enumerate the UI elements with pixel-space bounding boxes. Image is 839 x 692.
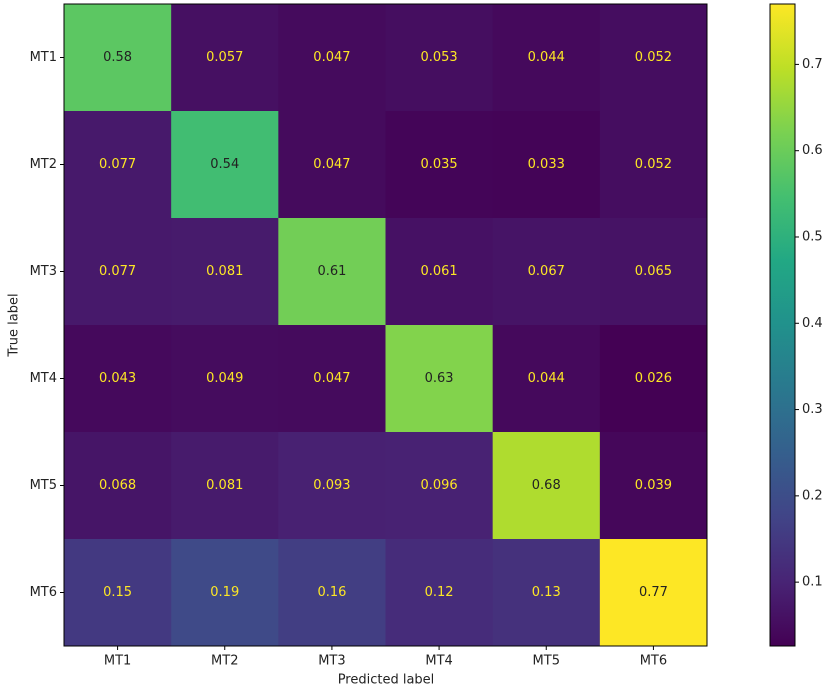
heatmap-cell	[278, 218, 386, 326]
heatmap-cell	[171, 539, 279, 647]
y-tick-label: MT1	[30, 50, 57, 65]
cell-label: 0.58	[103, 50, 132, 65]
cell-label: 0.068	[99, 478, 136, 493]
heatmap-cell	[599, 218, 708, 326]
cell-label: 0.15	[103, 585, 132, 600]
heatmap-cell	[278, 432, 386, 540]
x-axis-label: Predicted label	[338, 673, 435, 688]
y-tick-label: MT4	[30, 371, 57, 386]
x-tick-label: MT1	[104, 654, 131, 669]
cell-label: 0.043	[99, 371, 136, 386]
heatmap-cell	[64, 218, 172, 326]
y-tick-label: MT3	[30, 264, 57, 279]
cell-label: 0.049	[206, 371, 243, 386]
heatmap-cell	[599, 111, 708, 219]
colorbar-tick-label: 0.5	[802, 229, 823, 244]
y-axis-label: True label	[7, 293, 22, 357]
cell-label: 0.044	[528, 371, 565, 386]
heatmap-cell	[278, 4, 386, 112]
colorbar-tick-label: 0.6	[802, 143, 823, 158]
cell-label: 0.081	[206, 264, 243, 279]
heatmap-cell	[492, 111, 601, 219]
cell-label: 0.047	[313, 157, 350, 172]
cell-label: 0.061	[420, 264, 457, 279]
cell-label: 0.13	[532, 585, 561, 600]
x-tick-label: MT6	[640, 654, 667, 669]
cell-label: 0.053	[420, 50, 457, 65]
cell-label: 0.096	[420, 478, 457, 493]
heatmap-cell	[171, 432, 279, 540]
heatmap-cell	[64, 539, 172, 647]
heatmap-cell	[599, 539, 708, 647]
heatmap-cell	[171, 4, 279, 112]
x-tick-label: MT2	[211, 654, 238, 669]
heatmap-cell	[171, 111, 279, 219]
heatmap-cell	[492, 539, 601, 647]
x-tick-label: MT4	[425, 654, 452, 669]
cell-label: 0.026	[635, 371, 672, 386]
cell-label: 0.033	[528, 157, 565, 172]
heatmap-cell	[385, 432, 494, 540]
y-tick-label: MT2	[30, 157, 57, 172]
heatmap-cell	[64, 325, 172, 433]
cell-label: 0.093	[313, 478, 350, 493]
cell-label: 0.047	[313, 50, 350, 65]
heatmap-cell	[385, 539, 494, 647]
x-tick-label: MT5	[533, 654, 560, 669]
cell-label: 0.077	[99, 264, 136, 279]
cell-label: 0.067	[528, 264, 565, 279]
heatmap-cell	[492, 432, 601, 540]
cell-label: 0.12	[425, 585, 454, 600]
x-tick-label: MT3	[318, 654, 345, 669]
cell-label: 0.057	[206, 50, 243, 65]
colorbar-tick-label: 0.4	[802, 316, 823, 331]
heatmap-cell	[171, 218, 279, 326]
colorbar-tick-label: 0.3	[802, 402, 823, 417]
heatmap-cell	[599, 432, 708, 540]
cell-label: 0.081	[206, 478, 243, 493]
cell-label: 0.16	[317, 585, 346, 600]
cell-label: 0.77	[639, 585, 668, 600]
y-tick-label: MT6	[30, 585, 57, 600]
cell-label: 0.047	[313, 371, 350, 386]
cell-label: 0.052	[635, 157, 672, 172]
heatmap-cell	[385, 218, 494, 326]
cell-label: 0.039	[635, 478, 672, 493]
colorbar-tick-label: 0.2	[802, 488, 823, 503]
cell-label: 0.052	[635, 50, 672, 65]
colorbar-tick-label: 0.1	[802, 575, 823, 590]
heatmap-cell	[278, 111, 386, 219]
heatmap-cell	[64, 432, 172, 540]
plot-frame	[63, 3, 708, 647]
cell-label: 0.63	[425, 371, 454, 386]
cell-label: 0.044	[528, 50, 565, 65]
colorbar-tick-label: 0.7	[802, 57, 823, 72]
heatmap-cell	[599, 325, 708, 433]
heatmap-cell	[64, 111, 172, 219]
heatmap-cell	[492, 218, 601, 326]
colorbar	[769, 3, 796, 647]
heatmap-cell	[492, 4, 601, 112]
cell-label: 0.035	[420, 157, 457, 172]
heatmap-cell	[385, 4, 494, 112]
y-tick-label: MT5	[30, 478, 57, 493]
heatmap-cell	[492, 325, 601, 433]
heatmap-cell	[64, 4, 172, 112]
cell-label: 0.077	[99, 157, 136, 172]
cell-label: 0.065	[635, 264, 672, 279]
cell-label: 0.61	[317, 264, 346, 279]
heatmap-cell	[599, 4, 708, 112]
cell-label: 0.68	[532, 478, 561, 493]
heatmap-cell	[171, 325, 279, 433]
heatmap-cell	[278, 325, 386, 433]
cell-label: 0.19	[210, 585, 239, 600]
heatmap-cell	[278, 539, 386, 647]
heatmap-cell	[385, 325, 494, 433]
heatmap-cell	[385, 111, 494, 219]
cell-label: 0.54	[210, 157, 239, 172]
